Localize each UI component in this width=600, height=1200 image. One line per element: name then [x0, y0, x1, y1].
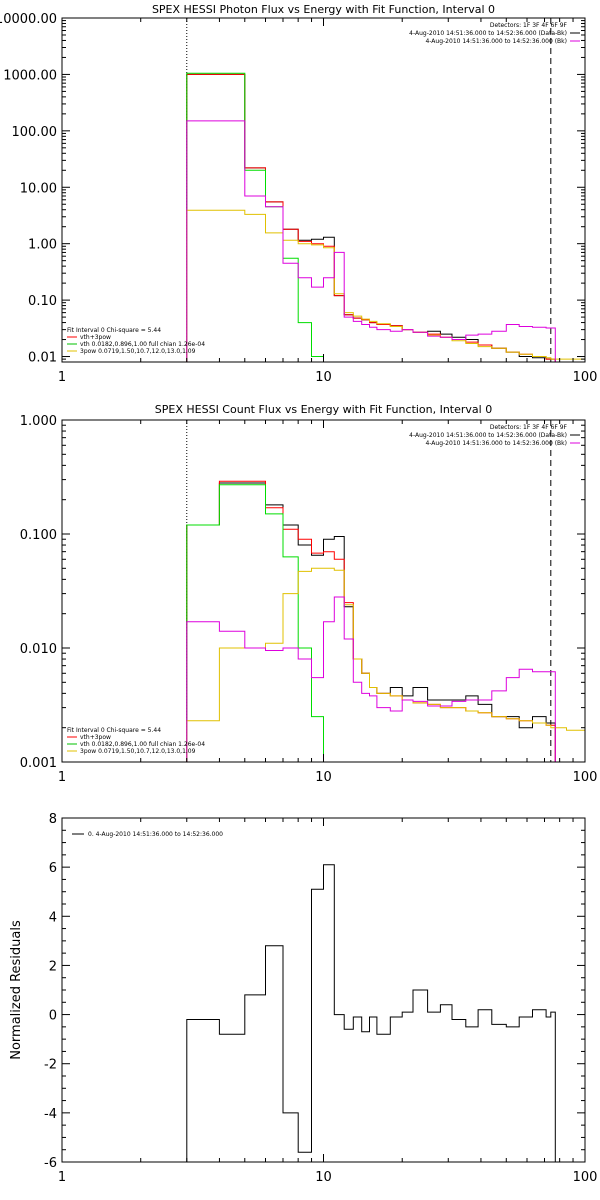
series-line-vth — [186, 484, 328, 762]
y-tick-label: 0.001 — [20, 756, 57, 771]
y-tick-label: 10.00 — [20, 181, 57, 196]
residuals-panel: 1 10 100 -6 -4 -2 0 2 4 6 8 Normalized Residuals 0. … — [9, 812, 597, 1185]
y-tick-label: 1.00 — [28, 238, 57, 253]
series-line-data-bk — [186, 73, 556, 362]
y-tick-label: 0 — [49, 1009, 57, 1024]
y-tick-label: 1.000 — [20, 414, 57, 429]
x-tick-label: 1 — [58, 770, 66, 785]
legend-bottom-text: 3pow 0.0719,1.50,10.7,12.0,13.0,1.09 — [80, 348, 196, 355]
y-tick-label: -6 — [44, 1156, 57, 1171]
x-tick-label: 10 — [315, 1170, 332, 1185]
count-flux-panel: SPEX HESSI Count Flux vs Energy with Fit… — [20, 403, 598, 785]
series-group — [186, 480, 585, 762]
series-line-data-bk — [186, 482, 556, 762]
x-tick-label: 100 — [573, 1170, 598, 1185]
series-group — [186, 72, 585, 362]
x-tick-label: 100 — [573, 370, 598, 385]
legend-top-text: 4-Aug-2010 14:51:36.000 to 14:52:36.000 … — [409, 432, 567, 439]
x-tick-label: 1 — [58, 370, 66, 385]
legend-bottom-text: Fit Interval 0 Chi-square = 5.44 — [67, 727, 161, 734]
legend-text: 0. 4-Aug-2010 14:51:36.000 to 14:52:36.0… — [88, 831, 223, 838]
x-tick-label: 1 — [58, 1170, 66, 1185]
y-tick-label: 6 — [49, 861, 57, 876]
chart-title: SPEX HESSI Count Flux vs Energy with Fit… — [155, 403, 492, 416]
series-line-0-4-aug-2010-14-51-36-000-to-14-52-36-000 — [186, 864, 556, 1162]
series-line-3pow — [186, 567, 585, 762]
legend-top-text: 4-Aug-2010 14:51:36.000 to 14:52:36.000 … — [425, 440, 567, 447]
y-tick-label: 4 — [49, 910, 57, 925]
legend-bottom-text: vth+3pow — [80, 334, 111, 341]
legend-bottom-text: vth 0.0182,0.896,1.00 full chian 1.26e-0… — [80, 341, 205, 348]
plot-frame — [61, 17, 586, 363]
y-tick-label: 2 — [49, 959, 57, 974]
series-line-vth — [186, 72, 328, 362]
legend-bottom-text: vth 0.0182,0.896,1.00 full chian 1.26e-0… — [80, 741, 205, 748]
plot-frame — [61, 419, 586, 763]
series-line-bk — [186, 120, 556, 362]
legend-bottom-text: 3pow 0.0719,1.50,10.7,12.0,13.0,1.09 — [80, 748, 196, 755]
photon-flux-panel: SPEX HESSI Photon Flux vs Energy with Fi… — [0, 3, 597, 385]
series-line-3pow — [186, 209, 585, 362]
legend-bottom-text: Fit Interval 0 Chi-square = 5.44 — [67, 327, 161, 334]
y-tick-label: 100.00 — [12, 125, 58, 140]
series-line-vth-3pow — [186, 480, 556, 762]
x-tick-label: 100 — [573, 770, 598, 785]
y-axis-label: Normalized Residuals — [9, 920, 24, 1060]
legend-top-text: Detectors: 1F 3F 4F 6F 9F — [490, 424, 568, 431]
y-tick-label: -2 — [44, 1058, 57, 1073]
legend-top-text: Detectors: 1F 3F 4F 6F 9F — [490, 22, 568, 29]
series-line-vth-3pow — [186, 73, 556, 362]
y-tick-label: 0.010 — [20, 642, 57, 657]
y-tick-label: 0.10 — [28, 294, 57, 309]
y-tick-label: 0.01 — [28, 351, 57, 366]
x-tick-label: 10 — [315, 770, 332, 785]
series-line-bk — [186, 596, 556, 762]
series-group — [186, 864, 556, 1162]
y-tick-label: 10000.00 — [0, 12, 57, 27]
x-tick-label: 10 — [315, 370, 332, 385]
y-tick-label: 0.100 — [20, 528, 57, 543]
y-tick-label: 1000.00 — [3, 68, 57, 83]
chart-title: SPEX HESSI Photon Flux vs Energy with Fi… — [152, 3, 495, 16]
y-tick-label: -4 — [44, 1107, 57, 1122]
legend-bottom-text: vth+3pow — [80, 734, 111, 741]
legend-top-text: 4-Aug-2010 14:51:36.000 to 14:52:36.000 … — [425, 38, 567, 45]
legend-top-text: 4-Aug-2010 14:51:36.000 to 14:52:36.000 … — [409, 30, 567, 37]
y-tick-label: 8 — [49, 812, 57, 827]
